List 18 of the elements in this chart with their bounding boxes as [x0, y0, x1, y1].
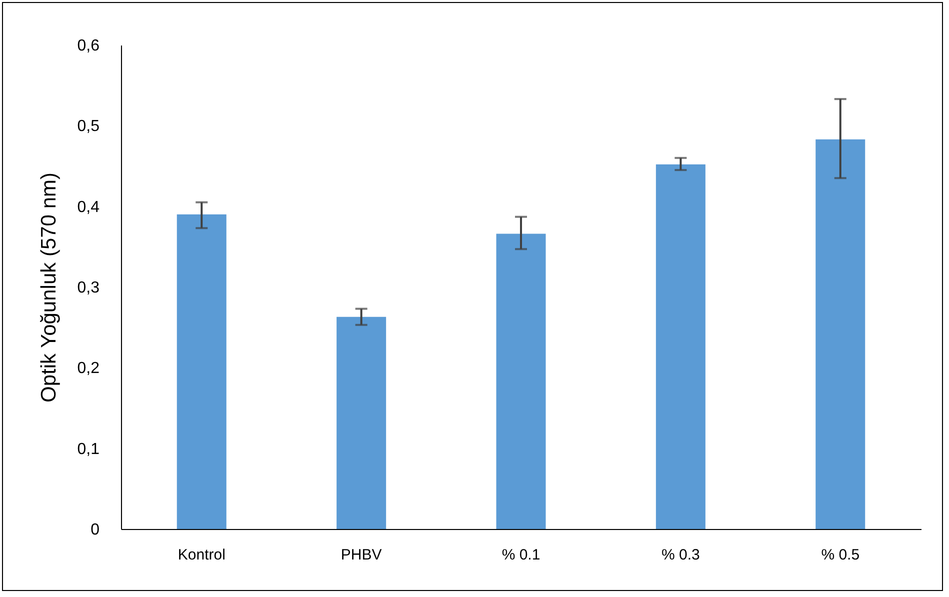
- x-tick-label: % 0.5: [821, 546, 860, 564]
- bar: [816, 139, 866, 529]
- bar: [496, 234, 546, 529]
- bar: [336, 316, 386, 529]
- x-tick-label: PHBV: [340, 546, 382, 564]
- x-tick-label: % 0.1: [502, 546, 540, 564]
- y-axis-title: Optik Yoğunluk (570 nm): [37, 172, 60, 402]
- y-tick-label: 0,2: [77, 360, 100, 378]
- y-tick-label: 0,1: [77, 440, 100, 458]
- y-tick-label: 0: [90, 522, 100, 538]
- x-tick-label: % 0.3: [662, 546, 700, 564]
- x-tick-label: Kontrol: [178, 546, 226, 564]
- bar: [176, 214, 226, 529]
- y-tick-label: 0,3: [77, 280, 100, 296]
- y-tick-label: 0,6: [77, 38, 100, 54]
- y-tick-label: 0,5: [77, 118, 100, 136]
- bar: [656, 164, 706, 529]
- y-tick-label: 0,4: [77, 198, 100, 216]
